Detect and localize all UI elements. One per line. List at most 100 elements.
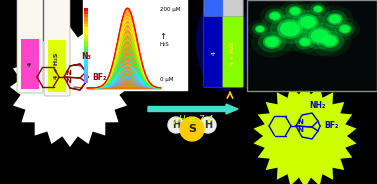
Ellipse shape [313,5,323,13]
Ellipse shape [265,37,279,47]
Bar [84,54,88,58]
Ellipse shape [252,23,268,35]
Ellipse shape [329,15,341,24]
FancyBboxPatch shape [17,0,43,93]
Ellipse shape [308,27,332,45]
Circle shape [200,117,216,133]
Text: H: H [204,120,212,130]
Text: N₃: N₃ [81,52,91,61]
Ellipse shape [316,31,344,52]
Bar [21,39,39,89]
Ellipse shape [285,3,305,19]
Text: BF₂: BF₂ [324,121,339,130]
Text: 4 + H₂S: 4 + H₂S [230,42,236,65]
Ellipse shape [288,6,302,16]
Ellipse shape [300,38,310,46]
Ellipse shape [255,25,265,33]
Ellipse shape [323,36,337,46]
Ellipse shape [310,3,326,15]
Circle shape [168,117,184,133]
Bar [48,40,66,92]
Text: H: H [172,120,180,130]
Ellipse shape [292,10,324,34]
Ellipse shape [309,25,351,57]
Ellipse shape [280,0,310,22]
Bar [84,76,88,80]
Bar [247,0,377,91]
Bar [84,45,88,49]
Bar [84,70,88,74]
FancyBboxPatch shape [222,0,244,88]
Text: 200 μM: 200 μM [159,7,180,12]
Polygon shape [253,84,357,184]
Bar [83,0,188,91]
Ellipse shape [248,20,272,38]
Ellipse shape [284,4,332,40]
FancyBboxPatch shape [223,0,243,17]
Ellipse shape [314,6,322,12]
Text: N: N [297,127,303,133]
Bar [84,39,88,42]
Bar [84,48,88,52]
Bar [84,67,88,70]
Text: 0 μM: 0 μM [159,77,173,82]
Ellipse shape [260,6,320,52]
Bar [84,42,88,45]
Ellipse shape [299,37,311,47]
Bar [84,79,88,83]
Ellipse shape [256,26,264,32]
Text: N: N [297,119,303,125]
Bar [84,8,88,11]
Ellipse shape [306,0,330,18]
Ellipse shape [251,26,293,58]
Ellipse shape [295,35,315,49]
Ellipse shape [277,19,303,39]
Ellipse shape [339,24,351,34]
Ellipse shape [323,10,347,28]
Ellipse shape [335,22,355,36]
Bar [84,17,88,20]
Text: S: S [188,124,196,134]
Ellipse shape [300,16,316,28]
Bar [84,26,88,30]
Ellipse shape [290,31,320,53]
FancyBboxPatch shape [204,0,224,17]
Bar [84,64,88,67]
Ellipse shape [340,25,350,33]
Ellipse shape [270,12,280,20]
Bar [84,57,88,61]
Text: BF₂: BF₂ [92,72,106,82]
Ellipse shape [258,31,286,52]
Ellipse shape [327,13,343,25]
Ellipse shape [321,34,339,48]
Circle shape [180,117,204,141]
FancyBboxPatch shape [44,0,70,96]
Text: N: N [65,78,71,84]
Bar [84,14,88,17]
Bar [84,51,88,55]
Ellipse shape [196,0,251,91]
Bar [84,23,88,27]
Ellipse shape [317,6,353,33]
Polygon shape [10,27,130,147]
Text: H₂S: H₂S [159,42,169,47]
FancyArrow shape [148,104,238,114]
Bar [84,29,88,33]
Ellipse shape [330,18,360,40]
Ellipse shape [293,16,347,56]
Ellipse shape [265,8,285,24]
Ellipse shape [260,5,290,27]
Text: 4: 4 [211,51,216,55]
Ellipse shape [297,14,319,30]
Bar [84,33,88,36]
Text: ↑: ↑ [159,32,167,41]
Ellipse shape [270,14,310,44]
Text: NH₂: NH₂ [309,101,325,110]
Ellipse shape [302,22,338,49]
Text: 4: 4 [28,61,32,66]
Text: N: N [65,70,71,76]
Bar [84,11,88,14]
Ellipse shape [263,35,281,49]
Ellipse shape [290,7,300,15]
Text: 4 + H₂S: 4 + H₂S [55,53,60,79]
